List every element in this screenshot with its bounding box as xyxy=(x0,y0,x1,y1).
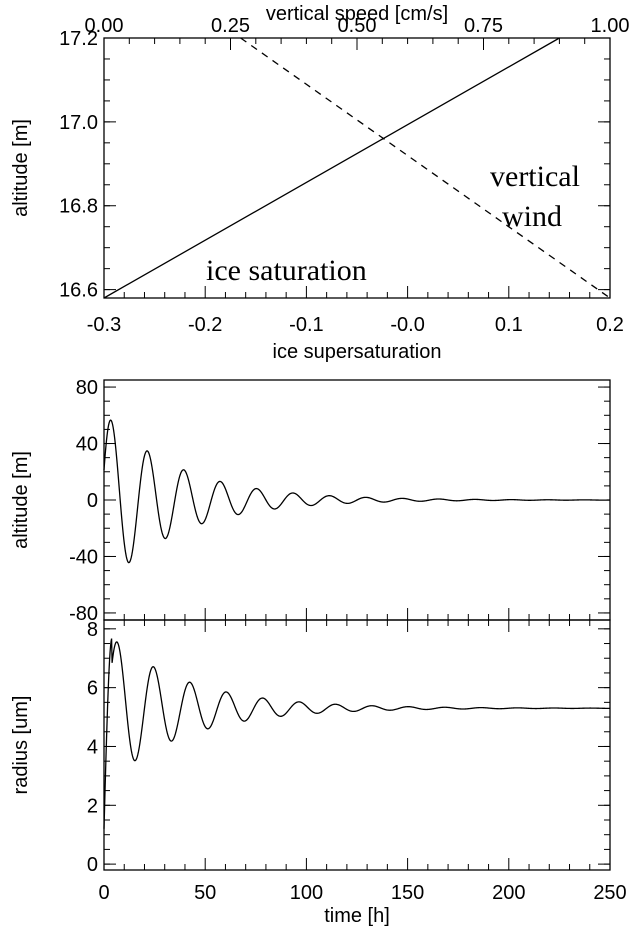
annotation-wind: wind xyxy=(502,200,562,233)
panel3-frame xyxy=(103,619,611,871)
p1-ytick-label: 16.8 xyxy=(59,196,98,218)
p2-ytick-label: 80 xyxy=(76,377,98,399)
p1-xtick-label: -0.3 xyxy=(87,314,121,336)
p3-xtick-label: 0 xyxy=(98,882,109,904)
p3-xtick-label: 100 xyxy=(290,882,323,904)
p1-top-xtick-label: 0.50 xyxy=(338,15,377,37)
p2-ytick-label: 0 xyxy=(87,490,98,512)
annotation-ice-saturation: ice saturation xyxy=(206,254,367,287)
p1-ytick-label: 17.2 xyxy=(59,28,98,50)
p2-ytick-label: -80 xyxy=(69,603,98,625)
panel1-series xyxy=(103,37,611,299)
panel2-ticks: 80 40 0 -40 -80 xyxy=(69,377,611,625)
p3-ytick-label: 8 xyxy=(87,619,98,641)
panel1-ticks: -0.3 -0.2 -0.1 -0.0 0.1 0.2 0.00 0.25 0.50 0.75 1.… xyxy=(59,15,629,336)
p1-xtick-label: 0.2 xyxy=(596,314,624,336)
p3-xtick-label: 150 xyxy=(391,882,424,904)
p3-ytick-label: 0 xyxy=(87,854,98,876)
p3-xtick-label: 50 xyxy=(194,882,216,904)
p1-top-xtick-label: 0.25 xyxy=(211,15,250,37)
p1-xtick-label: -0.0 xyxy=(390,314,424,336)
annotation-vertical: vertical xyxy=(490,160,580,193)
radius-curve xyxy=(103,638,610,829)
p1-top-xtick-label: 0.00 xyxy=(85,15,124,37)
p3-ytick-label: 4 xyxy=(87,736,98,758)
panel1-ylabel: altitude [m] xyxy=(10,119,32,217)
p3-xtick-label: 250 xyxy=(593,882,626,904)
ice-saturation-line xyxy=(103,37,560,299)
p1-ytick-label: 16.6 xyxy=(59,280,98,302)
panel1-bottom-xlabel: ice supersaturation xyxy=(273,341,442,363)
panel-altitude: 80 40 0 -40 -80 altitude [m] xyxy=(10,377,611,625)
panel-saturation: -0.3 -0.2 -0.1 -0.0 0.1 0.2 0.00 0.25 0.50 0.75 1.… xyxy=(10,3,629,363)
p1-top-xtick-label: 1.00 xyxy=(591,15,630,37)
p1-xtick-label: -0.2 xyxy=(188,314,222,336)
p1-ytick-label: 17.0 xyxy=(59,112,98,134)
p1-xtick-label: -0.1 xyxy=(289,314,323,336)
panel3-ylabel: radius [um] xyxy=(10,696,32,795)
p3-ytick-label: 6 xyxy=(87,678,98,700)
panel1-top-xlabel: vertical speed [cm/s] xyxy=(266,3,448,25)
p3-xtick-label: 200 xyxy=(492,882,525,904)
p3-ytick-label: 2 xyxy=(87,795,98,817)
panel2-ylabel: altitude [m] xyxy=(10,451,32,549)
altitude-curve xyxy=(103,419,611,564)
p1-xtick-label: 0.1 xyxy=(495,314,523,336)
vertical-wind-line xyxy=(240,37,611,299)
p2-ytick-label: 40 xyxy=(76,434,98,456)
p1-top-xtick-label: 0.75 xyxy=(464,15,503,37)
panel3-xlabel: time [h] xyxy=(324,905,390,927)
p2-ytick-label: -40 xyxy=(69,546,98,568)
